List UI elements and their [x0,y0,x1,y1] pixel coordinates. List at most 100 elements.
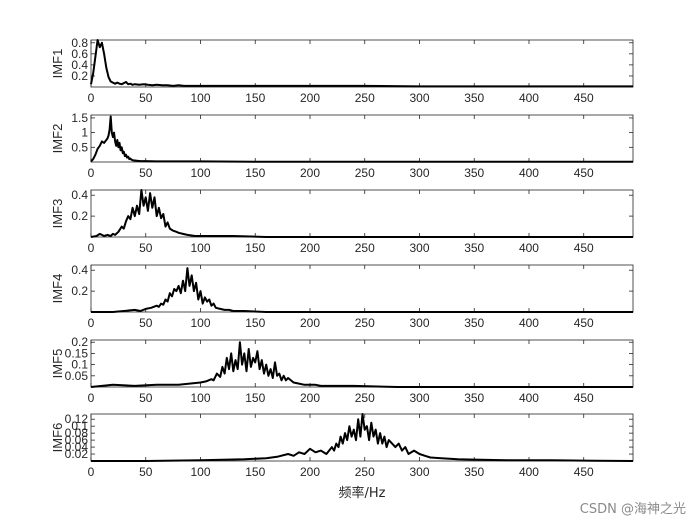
x-tick-label: 0 [88,465,95,479]
y-tick-label: 0.12 [65,412,89,426]
panel-2-axes-box [90,114,634,163]
x-tick-label: 450 [574,391,594,405]
y-tick-label: 0.5 [71,140,88,154]
x-tick-label: 400 [519,316,539,330]
y-tick-label: 0.2 [71,335,88,349]
y-tick-label: 0.4 [71,188,88,202]
panel-6-series-line [91,413,634,462]
x-tick-label: 100 [190,316,210,330]
panel-4-axes-box [90,264,634,313]
x-tick-label: 200 [300,391,320,405]
x-tick-label: 450 [574,241,594,255]
y-tick-label: 1 [81,126,88,140]
y-tick-label: 0.4 [71,58,88,72]
x-tick-label: 250 [355,316,375,330]
x-tick-label: 200 [300,91,320,105]
x-tick-label: 400 [519,465,539,479]
panel-2-ylabel: IMF2 [50,124,65,154]
x-tick-label: 200 [300,166,320,180]
x-tick-label: 0 [88,391,95,405]
x-tick-label: 100 [190,166,210,180]
x-tick-label: 450 [574,465,594,479]
x-tick-label: 250 [355,166,375,180]
x-tick-label: 0 [88,241,95,255]
x-tick-label: 150 [245,465,265,479]
x-tick-label: 200 [300,465,320,479]
x-tick-label: 250 [355,91,375,105]
x-tick-label: 450 [574,316,594,330]
x-tick-label: 0 [88,91,95,105]
y-tick-label: 0.2 [71,284,88,298]
panel-5-series-line [90,341,633,388]
y-tick-label: 0.1 [71,358,88,372]
x-tick-label: 50 [139,166,153,180]
x-tick-label: 300 [409,91,429,105]
panel-1-series-line [90,39,633,88]
watermark-text: CSDN @海神之光 [579,502,686,517]
x-tick-label: 350 [464,91,484,105]
x-tick-label: 300 [409,316,429,330]
x-tick-label: 350 [464,465,484,479]
x-tick-label: 150 [245,391,265,405]
y-tick-label: 0.04 [65,440,89,454]
panel-3-series-line [90,189,633,238]
x-tick-label: 350 [464,391,484,405]
panel-1-axes-box [90,39,634,88]
x-tick-label: 50 [139,465,153,479]
x-tick-label: 400 [519,91,539,105]
y-tick-label: 0.06 [65,433,89,447]
x-tick-label: 300 [409,166,429,180]
y-tick-label: 1.5 [71,111,88,125]
x-tick-label: 300 [409,391,429,405]
y-tick-label: 0.02 [65,447,89,461]
x-tick-label: 300 [409,241,429,255]
x-tick-label: 150 [245,166,265,180]
panel-4-ylabel: IMF4 [50,274,65,304]
panel-6-ylabel: IMF6 [50,423,65,453]
x-tick-label: 100 [190,91,210,105]
panel-3-ylabel: IMF3 [50,199,65,229]
x-tick-label: 350 [464,166,484,180]
y-tick-label: 0.8 [71,36,88,50]
panel-5-axes-box [90,339,634,388]
x-tick-label: 0 [88,166,95,180]
x-tick-label: 100 [190,465,210,479]
x-tick-label: 250 [355,391,375,405]
x-tick-label: 150 [245,316,265,330]
x-tick-label: 200 [300,241,320,255]
x-tick-label: 400 [519,166,539,180]
x-tick-label: 150 [245,241,265,255]
x-tick-label: 100 [190,391,210,405]
x-tick-label: 0 [88,316,95,330]
x-tick-label: 50 [139,316,153,330]
y-tick-label: 0.6 [71,47,88,61]
y-tick-label: 0.1 [71,419,88,433]
y-tick-label: 0.05 [65,369,89,383]
x-tick-label: 450 [574,166,594,180]
x-tick-label: 300 [409,465,429,479]
x-tick-label: 50 [139,91,153,105]
x-tick-label: 400 [519,391,539,405]
x-tick-label: 350 [464,241,484,255]
x-tick-label: 150 [245,91,265,105]
y-tick-label: 0.2 [71,69,88,83]
y-tick-label: 0.4 [71,263,88,277]
x-tick-label: 350 [464,316,484,330]
panel-4-series-line [91,267,633,313]
x-axis-label: 频率/Hz [339,485,386,501]
x-tick-label: 50 [139,391,153,405]
x-tick-label: 100 [190,241,210,255]
x-tick-label: 250 [355,465,375,479]
x-tick-label: 50 [139,241,153,255]
x-tick-label: 450 [574,91,594,105]
x-tick-label: 200 [300,316,320,330]
y-tick-label: 0.15 [65,346,89,360]
panel-5-ylabel: IMF5 [50,349,65,379]
y-tick-label: 0.08 [65,426,89,440]
panel-2-series-line [90,115,633,163]
panel-1-ylabel: IMF1 [50,49,65,79]
x-tick-label: 250 [355,241,375,255]
y-tick-label: 0.2 [71,209,88,223]
x-tick-label: 400 [519,241,539,255]
